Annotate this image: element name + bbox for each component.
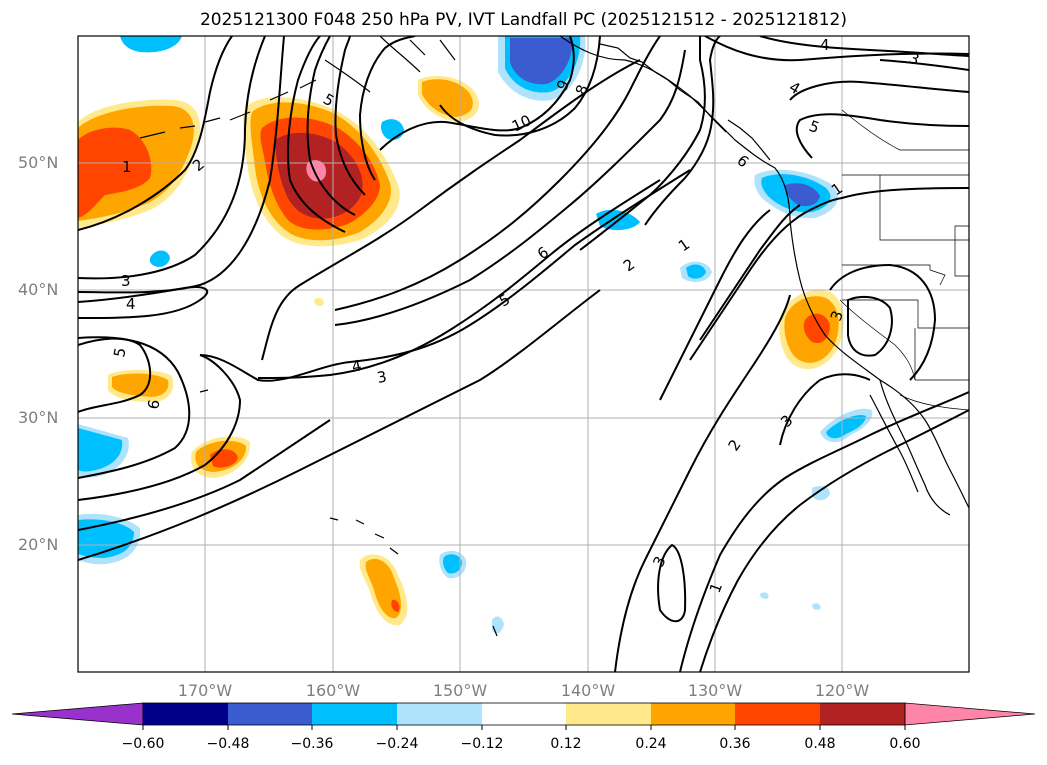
colorbar-swatch: [566, 703, 651, 725]
plot-frame: [77, 35, 970, 673]
pv-blob: [826, 414, 866, 439]
colorbar-tick-label: 0.60: [889, 736, 921, 752]
colorbar-swatch: [397, 703, 482, 725]
colorbar-tick-label: −0.60: [121, 736, 165, 752]
contour-label: 4: [350, 356, 363, 376]
lat-label: 40°N: [18, 280, 59, 299]
colorbar-swatch: [651, 703, 735, 725]
contour-label: 4: [820, 36, 830, 54]
pv-blob: [314, 297, 324, 307]
contour-label: 3: [121, 272, 131, 290]
contour-label: 5: [110, 346, 129, 359]
pv-blob: [492, 616, 504, 634]
pv-blob: [785, 183, 820, 207]
pv-blob: [391, 599, 400, 612]
contour-label: 4: [126, 295, 136, 313]
coastlines: [139, 36, 969, 637]
pv-blob: [78, 519, 134, 558]
contour-label: 1: [122, 158, 132, 176]
pv-blob: [760, 592, 769, 599]
colorbar-tick-label: 0.12: [550, 736, 582, 752]
colorbar: [11, 702, 1036, 730]
pv-blob: [812, 486, 830, 501]
pv-blob: [812, 603, 821, 610]
pv-blob: [78, 428, 123, 472]
colorbar-tick-label: −0.48: [206, 736, 250, 752]
pv-blob: [443, 554, 462, 574]
map-title: 2025121300 F048 250 hPa PV, IVT Landfall…: [199, 10, 847, 30]
lon-label: 150°W: [432, 681, 488, 700]
colorbar-frame: [142, 702, 906, 726]
pv-blob: [803, 313, 830, 344]
colorbar-tick-marks: [142, 725, 906, 730]
colorbar-swatch: [11, 702, 144, 726]
lat-label: 50°N: [18, 153, 59, 172]
colorbar-swatch: [143, 703, 228, 725]
lon-label: 160°W: [305, 681, 361, 700]
pv-blob: [510, 38, 573, 85]
pv-blob: [150, 250, 170, 267]
colorbar-tick-label: −0.12: [460, 736, 504, 752]
contour-lines: [78, 36, 969, 672]
colorbar-swatch: [735, 703, 820, 725]
contour-label: 3: [376, 368, 389, 387]
colorbar-tick-label: −0.24: [375, 736, 419, 752]
lon-label: 140°W: [560, 681, 616, 700]
contour-label: 6: [144, 398, 163, 411]
pv-blob: [112, 373, 169, 397]
lon-label: 120°W: [814, 681, 870, 700]
pv-blob: [78, 127, 152, 218]
pv-blob: [686, 264, 706, 279]
lat-label: 30°N: [18, 408, 59, 427]
colorbar-tick-label: 0.24: [635, 736, 667, 752]
colorbar-swatch: [312, 703, 397, 725]
pv-blob: [120, 36, 182, 53]
colorbar-swatch: [904, 702, 1036, 726]
lon-label: 170°W: [177, 681, 233, 700]
lat-label: 20°N: [18, 535, 59, 554]
colorbar-tick-label: 0.36: [719, 736, 751, 752]
colorbar-swatch: [820, 703, 905, 725]
colorbar-tick-label: 0.48: [804, 736, 836, 752]
colorbar-swatch: [228, 703, 312, 725]
colorbar-tick-label: −0.36: [290, 736, 334, 752]
lon-label: 130°W: [687, 681, 743, 700]
map-plot-area: 10 9 8 6 5 4 3 2 1 1 2 3 4 5 6 4 3 3 3 2…: [78, 36, 969, 672]
colorbar-swatch: [482, 703, 566, 725]
